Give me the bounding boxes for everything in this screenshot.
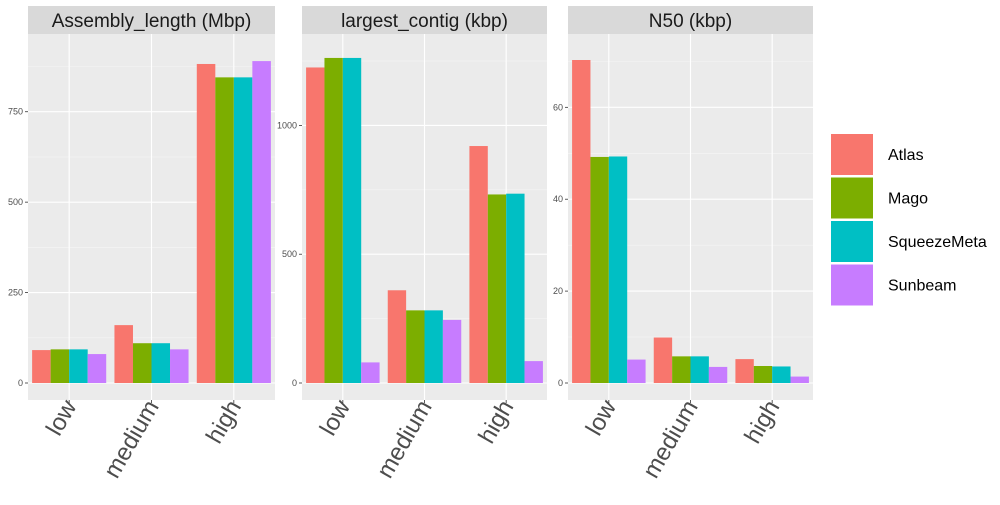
bar-squeezemeta-high <box>772 366 791 383</box>
legend-swatch-squeezemeta <box>831 221 873 262</box>
bar-atlas-high <box>735 359 754 383</box>
bar-sunbeam-low <box>87 354 107 383</box>
x-tick-label: medium <box>638 396 704 483</box>
legend-label-squeezemeta: SqueezeMeta <box>888 234 987 251</box>
bar-squeezemeta-medium <box>151 343 171 383</box>
bar-sunbeam-high <box>790 376 809 383</box>
bar-sunbeam-high <box>524 361 543 383</box>
y-tick-label: 20 <box>553 286 563 296</box>
bar-squeezemeta-medium <box>690 356 709 383</box>
x-tick-label: medium <box>372 396 438 483</box>
legend-swatch-atlas <box>831 134 873 175</box>
legend-swatch-mago <box>831 177 873 219</box>
y-tick-label: 0 <box>558 378 563 388</box>
panel-title: N50 (kbp) <box>649 11 732 32</box>
x-tick-label: high <box>739 396 785 449</box>
bar-sunbeam-high <box>252 61 271 383</box>
bar-mago-high <box>753 366 773 383</box>
bar-atlas-medium <box>653 337 673 383</box>
legend: Atlas Mago SqueezeMeta Sunbeam <box>831 134 987 306</box>
bar-squeezemeta-low <box>342 57 362 383</box>
bar-sunbeam-low <box>361 362 380 383</box>
legend-label-atlas: Atlas <box>888 147 924 164</box>
panel-1: Assembly_length (Mbp) 0 250 500 750 low medium… <box>8 6 275 483</box>
legend-swatch-sunbeam <box>831 264 873 306</box>
y-tick-label: 0 <box>292 378 297 388</box>
bar-sunbeam-medium <box>708 366 728 383</box>
bar-atlas-high <box>469 146 488 383</box>
panel-3: N50 (kbp) 0 20 40 60 low medium high <box>553 6 813 483</box>
bar-atlas-medium <box>114 325 133 383</box>
bar-squeezemeta-low <box>608 156 628 383</box>
bar-mago-high <box>487 194 507 383</box>
panel-strip <box>568 6 813 34</box>
y-tick-label: 500 <box>282 249 297 259</box>
panel-2: largest_contig (kbp) 0 500 1000 low medium hig… <box>277 6 547 483</box>
panel-strip <box>28 6 275 34</box>
bar-sunbeam-low <box>627 359 646 383</box>
y-tick-label: 40 <box>553 194 563 204</box>
bar-squeezemeta-high <box>506 193 525 383</box>
legend-label-sunbeam: Sunbeam <box>888 278 957 295</box>
bar-atlas-low <box>32 350 51 383</box>
bar-squeezemeta-low <box>69 349 88 383</box>
x-tick-label: low <box>315 395 357 440</box>
y-tick-label: 500 <box>8 197 23 207</box>
bar-mago-medium <box>406 310 425 383</box>
y-tick-label: 60 <box>553 102 563 112</box>
bar-mago-low <box>324 57 343 383</box>
y-tick-label: 750 <box>8 107 23 117</box>
bar-squeezemeta-medium <box>424 310 443 383</box>
bar-atlas-low <box>306 67 325 383</box>
bar-sunbeam-medium <box>442 319 462 383</box>
bar-mago-medium <box>132 343 152 383</box>
bar-atlas-medium <box>387 290 407 383</box>
x-tick-label: low <box>41 395 83 440</box>
bar-mago-low <box>50 349 70 383</box>
bar-mago-high <box>215 77 234 384</box>
y-tick-label: 1000 <box>277 120 297 130</box>
x-tick-label: medium <box>99 396 165 483</box>
panel-title: largest_contig (kbp) <box>341 11 508 32</box>
y-tick-label: 250 <box>8 288 23 298</box>
panel-title: Assembly_length (Mbp) <box>52 11 252 32</box>
y-tick-label: 0 <box>18 378 23 388</box>
bar-atlas-low <box>572 60 591 383</box>
x-tick-label: high <box>473 396 519 449</box>
bar-atlas-high <box>196 63 216 383</box>
bar-squeezemeta-high <box>233 77 253 384</box>
panel-strip <box>302 6 547 34</box>
bar-mago-medium <box>672 356 691 383</box>
legend-label-mago: Mago <box>888 191 928 208</box>
bar-sunbeam-medium <box>170 349 189 383</box>
bar-mago-low <box>590 156 609 383</box>
x-tick-label: high <box>201 396 247 449</box>
x-tick-label: low <box>581 395 623 440</box>
